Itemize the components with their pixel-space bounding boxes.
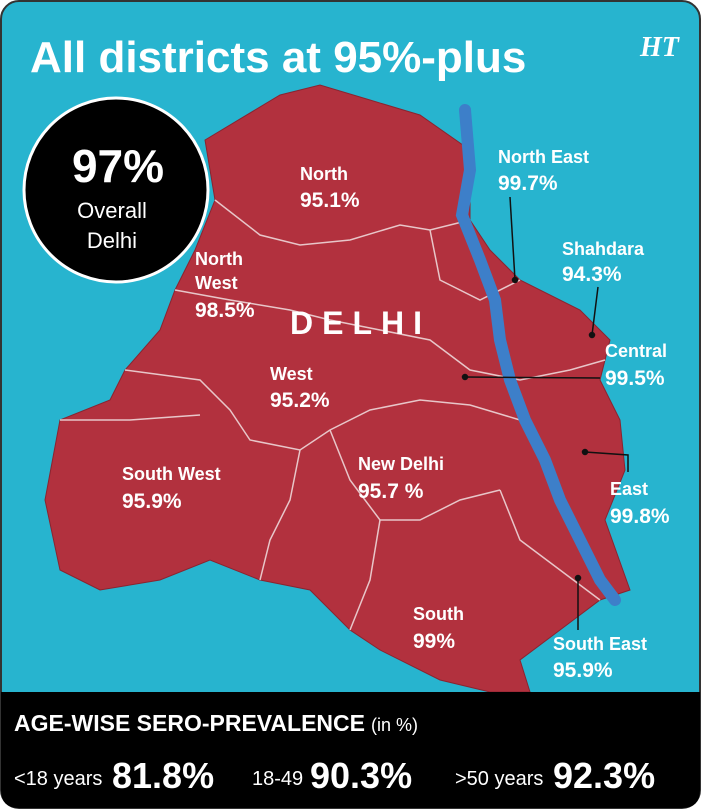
district-value: 94.3% bbox=[562, 263, 622, 286]
age-label: 18-49 bbox=[252, 768, 303, 790]
district-value: 95.9% bbox=[122, 490, 182, 513]
age-label: <18 years bbox=[14, 768, 102, 790]
district-value: 99.8% bbox=[610, 505, 670, 528]
district-name: Shahdara bbox=[562, 239, 645, 259]
district-value: 99.7% bbox=[498, 172, 558, 195]
district-name: South bbox=[413, 604, 464, 624]
title: All districts at 95%-plus bbox=[30, 33, 526, 82]
district-value: 95.7 % bbox=[358, 480, 424, 503]
district-value: 95.1% bbox=[300, 189, 360, 212]
district-name: East bbox=[610, 479, 648, 499]
river bbox=[455, 104, 621, 606]
district-labels: North 95.1% North East 99.7% Shahdara 94.3% No… bbox=[122, 147, 670, 682]
district-value: 98.5% bbox=[195, 299, 255, 322]
district-name: North bbox=[195, 249, 243, 269]
footer-unit: (in %) bbox=[371, 715, 418, 735]
district-value: 95.9% bbox=[553, 659, 613, 682]
age-value: 81.8% bbox=[112, 755, 214, 796]
logo: HT bbox=[639, 32, 681, 63]
map-label: DELHI bbox=[290, 305, 431, 341]
district-value: 99% bbox=[413, 630, 455, 653]
age-value: 92.3% bbox=[553, 755, 655, 796]
footer-title: AGE-WISE SERO-PREVALENCE (in %) bbox=[14, 710, 418, 736]
district-name: West bbox=[270, 364, 313, 384]
overall-circle bbox=[22, 96, 210, 284]
age-groups: <18 years 81.8% 18-49 90.3% >50 years 92.3% bbox=[14, 755, 655, 796]
pointers bbox=[461, 196, 629, 630]
district-name: New Delhi bbox=[358, 454, 444, 474]
overall-line: Delhi bbox=[87, 228, 137, 253]
overall-line: Overall bbox=[77, 198, 147, 223]
district-borders bbox=[60, 199, 606, 631]
overall-value: 97% bbox=[72, 140, 164, 192]
district-value: 95.2% bbox=[270, 389, 330, 412]
district-value: 99.5% bbox=[605, 367, 665, 390]
district-name: North bbox=[300, 164, 348, 184]
footer-band bbox=[1, 692, 700, 808]
district-name: West bbox=[195, 273, 238, 293]
age-value: 90.3% bbox=[310, 755, 412, 796]
district-name: South West bbox=[122, 464, 221, 484]
district-name: South East bbox=[553, 634, 647, 654]
district-name: Central bbox=[605, 341, 667, 361]
footer-title-text: AGE-WISE SERO-PREVALENCE bbox=[14, 710, 365, 736]
district-name: North East bbox=[498, 147, 589, 167]
age-label: >50 years bbox=[455, 768, 543, 790]
